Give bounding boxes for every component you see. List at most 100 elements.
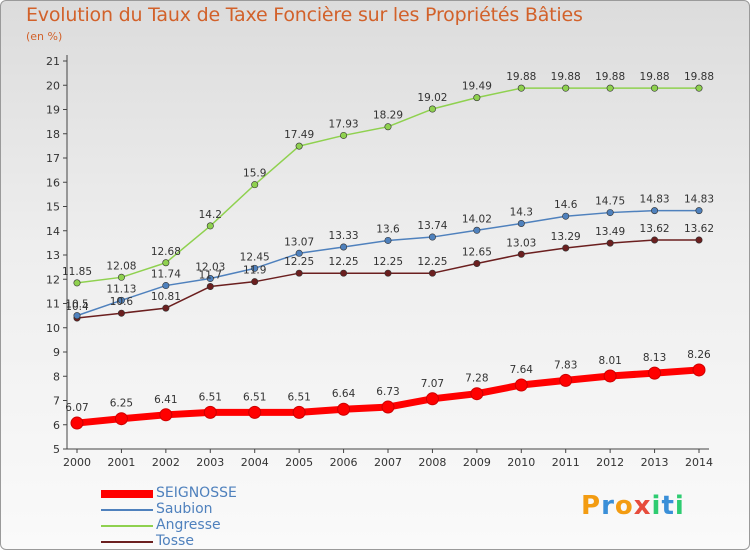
data-label: 17.93 (329, 118, 359, 130)
data-point (117, 309, 125, 317)
data-point (292, 405, 306, 419)
y-tick-label: 10 (46, 322, 60, 335)
y-tick-label: 7 (53, 395, 60, 408)
data-label: 12.03 (195, 262, 225, 274)
proxiti-logo: Proxiti (581, 491, 685, 521)
x-tick-label: 2006 (330, 456, 358, 469)
data-label: 6.64 (332, 388, 356, 400)
data-label: 12.08 (106, 260, 136, 272)
legend-swatch (101, 490, 153, 498)
data-point (562, 84, 570, 92)
data-point (473, 259, 481, 267)
data-label: 6.25 (110, 398, 133, 410)
data-point (651, 236, 659, 244)
data-point (295, 142, 303, 150)
data-label: 19.88 (684, 71, 714, 83)
y-tick-label: 19 (46, 104, 60, 117)
data-label: 14.6 (554, 199, 578, 211)
data-label: 18.29 (373, 110, 403, 122)
data-point (73, 312, 81, 320)
data-point (248, 405, 262, 419)
data-point (203, 405, 217, 419)
data-label: 10.6 (110, 296, 134, 308)
y-tick-label: 21 (46, 55, 60, 68)
y-tick-label: 5 (53, 443, 60, 456)
data-label: 12.25 (417, 256, 447, 268)
data-label: 13.07 (284, 236, 314, 248)
logo-letter: i (651, 491, 662, 521)
legend-label: Angresse (156, 517, 221, 533)
data-point (695, 236, 703, 244)
data-label: 19.88 (640, 71, 670, 83)
data-point (606, 209, 614, 217)
chart-title: Evolution du Taux de Taxe Foncière sur l… (26, 4, 583, 26)
data-label: 8.13 (643, 352, 666, 364)
data-label: 19.02 (417, 92, 447, 104)
data-label: 8.01 (598, 355, 621, 367)
y-tick-label: 13 (46, 249, 60, 262)
x-tick-label: 2003 (196, 456, 224, 469)
data-point (162, 304, 170, 312)
data-label: 14.83 (640, 194, 670, 206)
data-label: 6.73 (376, 386, 399, 398)
data-point (651, 207, 659, 215)
data-label: 17.49 (284, 129, 314, 141)
data-label: 15.9 (243, 168, 266, 180)
data-label: 6.07 (65, 402, 88, 414)
x-tick-label: 2012 (596, 456, 624, 469)
data-label: 14.02 (462, 213, 492, 225)
data-label: 7.64 (510, 364, 534, 376)
logo-letter: t (661, 491, 675, 521)
y-tick-label: 17 (46, 152, 60, 165)
data-label: 13.03 (506, 237, 536, 249)
legend-label: Tosse (156, 533, 194, 549)
y-tick-label: 8 (53, 370, 60, 383)
data-point (159, 408, 173, 422)
y-tick-label: 14 (46, 225, 60, 238)
data-label: 13.62 (640, 223, 670, 235)
data-point (651, 84, 659, 92)
data-point (114, 412, 128, 426)
logo-letter: x (633, 491, 652, 521)
data-point (428, 233, 436, 241)
x-tick-label: 2007 (374, 456, 402, 469)
data-label: 19.88 (506, 71, 536, 83)
data-point (473, 226, 481, 234)
data-label: 13.74 (417, 220, 447, 232)
x-tick-label: 2013 (641, 456, 669, 469)
data-label: 10.81 (151, 291, 181, 303)
data-label: 13.6 (376, 223, 400, 235)
data-label: 13.49 (595, 226, 625, 238)
data-point (695, 207, 703, 215)
x-tick-label: 2000 (63, 456, 91, 469)
data-point (517, 219, 525, 227)
x-tick-label: 2008 (418, 456, 446, 469)
x-tick-label: 2009 (463, 456, 491, 469)
data-label: 14.2 (199, 209, 222, 221)
data-point (384, 236, 392, 244)
data-label: 19.49 (462, 81, 492, 93)
data-point (428, 269, 436, 277)
data-point (517, 250, 525, 258)
data-point (470, 387, 484, 401)
data-label: 10.5 (65, 299, 88, 311)
data-point (606, 84, 614, 92)
x-tick-label: 2005 (285, 456, 313, 469)
data-point (117, 273, 125, 281)
data-point (73, 279, 81, 287)
x-tick-label: 2014 (685, 456, 713, 469)
data-point (517, 84, 525, 92)
data-label: 11.9 (243, 265, 266, 277)
data-point (117, 296, 125, 304)
data-point (381, 400, 395, 414)
data-label: 12.25 (329, 256, 359, 268)
data-point (337, 402, 351, 416)
y-tick-label: 20 (46, 79, 60, 92)
data-point (562, 244, 570, 252)
data-point (162, 282, 170, 290)
x-tick-label: 2002 (152, 456, 180, 469)
data-label: 6.51 (243, 391, 266, 403)
y-tick-label: 9 (53, 346, 60, 359)
data-label: 12.45 (240, 251, 270, 263)
